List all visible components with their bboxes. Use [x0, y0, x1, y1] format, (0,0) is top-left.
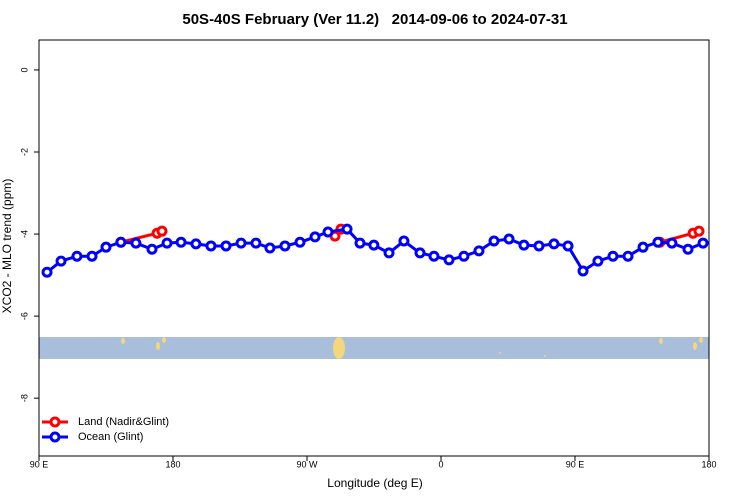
- point: [533, 240, 545, 252]
- plot-frame: [38, 39, 710, 457]
- point: [341, 223, 353, 235]
- point: [354, 237, 366, 249]
- chart-title: 50S-40S February (Ver 11.2) 2014-09-06 t…: [182, 11, 567, 28]
- point: [220, 240, 232, 252]
- point: [71, 250, 83, 262]
- x-axis-label: Longitude (deg E): [327, 476, 422, 490]
- point: [473, 245, 485, 257]
- x-tick-label: 90 E: [30, 459, 49, 469]
- point: [115, 236, 127, 248]
- legend-marker: [49, 431, 61, 443]
- point: [428, 250, 440, 262]
- legend-label: Ocean (Glint): [78, 431, 143, 443]
- point: [86, 250, 98, 262]
- x-tick-label: 0: [438, 459, 443, 469]
- point: [503, 233, 515, 245]
- point: [41, 266, 53, 278]
- point: [518, 239, 530, 251]
- y-tick-label: 0: [19, 67, 29, 72]
- point: [130, 237, 142, 249]
- legend-marker: [49, 416, 61, 428]
- point: [666, 237, 678, 249]
- map-strip: [39, 337, 709, 359]
- point: [205, 240, 217, 252]
- point: [458, 250, 470, 262]
- point: [309, 231, 321, 243]
- point: [190, 238, 202, 250]
- point: [548, 238, 560, 250]
- point: [100, 241, 112, 253]
- point: [562, 240, 574, 252]
- point: [322, 226, 334, 238]
- point: [279, 240, 291, 252]
- point: [577, 265, 589, 277]
- point: [637, 241, 649, 253]
- point: [398, 235, 410, 247]
- point: [383, 247, 395, 259]
- point: [175, 236, 187, 248]
- y-tick-label: -8: [19, 394, 29, 402]
- y-tick-label: -2: [19, 148, 29, 156]
- point: [592, 255, 604, 267]
- point: [235, 237, 247, 249]
- point: [368, 239, 380, 251]
- point: [414, 247, 426, 259]
- legend-label: Land (Nadir&Glint): [78, 416, 169, 428]
- x-tick-label: 180: [165, 459, 180, 469]
- point: [156, 225, 168, 237]
- point: [443, 254, 455, 266]
- point: [697, 237, 709, 249]
- point: [693, 225, 705, 237]
- point: [682, 243, 694, 255]
- point: [488, 235, 500, 247]
- point: [161, 237, 173, 249]
- x-tick-label: 90 W: [296, 459, 318, 469]
- point: [622, 250, 634, 262]
- point: [652, 236, 664, 248]
- y-tick-label: -4: [19, 230, 29, 238]
- y-tick-label: -6: [19, 312, 29, 320]
- y-axis-label: XCO2 - MLO trend (ppm): [0, 179, 14, 314]
- point: [55, 255, 67, 267]
- point: [146, 243, 158, 255]
- point: [264, 242, 276, 254]
- point: [250, 237, 262, 249]
- x-tick-label: 90 E: [566, 459, 585, 469]
- point: [294, 236, 306, 248]
- point: [607, 250, 619, 262]
- x-tick-label: 180: [701, 459, 716, 469]
